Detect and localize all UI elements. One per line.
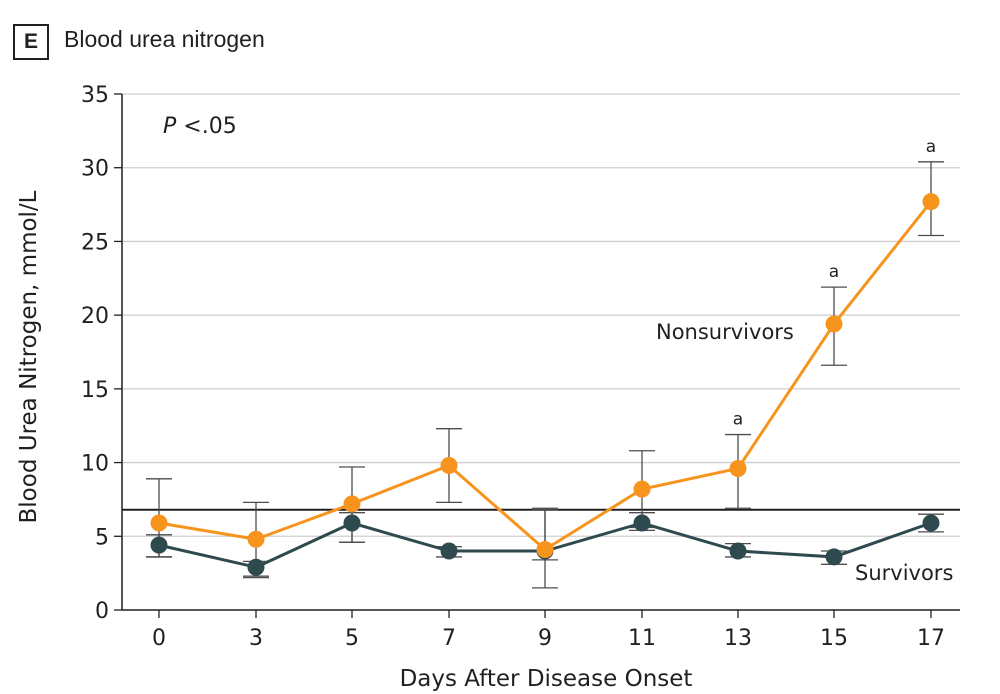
survivors-point (343, 514, 361, 532)
y-tick-label: 30 (81, 157, 109, 182)
panel-title: Blood urea nitrogen (64, 26, 265, 52)
nonsurvivors-point (536, 541, 554, 559)
survivors-point (825, 548, 843, 566)
y-tick-label: 25 (81, 230, 109, 255)
x-tick-label: 9 (538, 626, 552, 651)
nonsurvivors-point (343, 495, 361, 513)
y-tick-label: 20 (81, 304, 109, 329)
nonsurvivors-line (158, 200, 933, 552)
nonsurvivors-point (440, 457, 458, 475)
significance-marker: a (733, 410, 743, 430)
nonsurvivors-point (633, 480, 651, 498)
x-tick-label: 5 (345, 626, 359, 651)
p-value-annotation: P <.05 (163, 114, 237, 139)
survivors-point (922, 514, 940, 532)
error-bars (146, 161, 944, 589)
data-points (150, 193, 940, 576)
y-tick-label: 5 (95, 525, 109, 550)
survivors-point (633, 514, 651, 532)
y-tick-label: 15 (81, 378, 109, 403)
x-tick-label: 17 (917, 626, 945, 651)
y-tick-label: 35 (81, 83, 109, 108)
x-tick-label: 0 (152, 626, 166, 651)
survivors-point (247, 558, 265, 576)
x-tick-label: 7 (442, 626, 456, 651)
y-tick-label: 10 (81, 452, 109, 477)
significance-marker: a (926, 137, 936, 157)
nonsurvivors-point (150, 514, 168, 532)
survivors-point (440, 542, 458, 560)
x-axis-title: Days After Disease Onset (400, 666, 693, 692)
survivors-label: Survivors (855, 561, 953, 585)
labels: Days After Disease Onset Blood Urea Nitro… (16, 114, 953, 692)
x-tick-label: 3 (249, 626, 263, 651)
survivors-point (729, 542, 747, 560)
y-tick-label: 0 (95, 599, 109, 624)
panel-letter: E (13, 24, 49, 60)
nonsurvivors-point (247, 530, 265, 548)
significance-marker: a (829, 262, 839, 282)
nonsurvivors-point (825, 315, 843, 333)
y-axis-title: Blood Urea Nitrogen, mmol/L (16, 190, 42, 523)
x-tick-label: 11 (628, 626, 656, 651)
nonsurvivors-point (729, 459, 747, 477)
x-tick-label: 15 (820, 626, 848, 651)
survivors-point (150, 536, 168, 554)
nonsurvivors-label: Nonsurvivors (656, 320, 794, 344)
nonsurvivors-point (922, 193, 940, 211)
x-tick-label: 13 (724, 626, 752, 651)
